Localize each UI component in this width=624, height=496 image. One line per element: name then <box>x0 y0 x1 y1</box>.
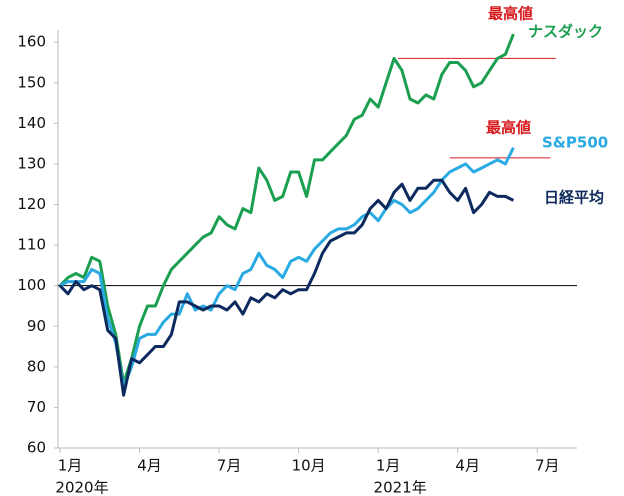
year-label: 2020年 <box>55 479 108 496</box>
series-label: S&P500 <box>542 134 608 152</box>
x-tick-label: 1月 <box>376 457 401 475</box>
y-tick-label: 90 <box>27 317 46 335</box>
series-line <box>59 147 515 389</box>
x-tick-label: 4月 <box>137 457 162 475</box>
y-tick-label: 80 <box>27 357 46 375</box>
series-line <box>58 33 515 385</box>
x-tick-label: 4月 <box>455 457 480 475</box>
series-label: 日経平均 <box>544 189 604 207</box>
y-tick-label: 110 <box>17 236 46 254</box>
year-label: 2021年 <box>374 479 427 496</box>
record-high-label: 最高値 <box>486 119 531 137</box>
y-tick-label: 130 <box>17 154 46 172</box>
y-tick-label: 60 <box>27 439 46 457</box>
y-tick-label: 150 <box>17 73 46 91</box>
series-label: ナスダック <box>528 23 603 41</box>
x-tick-label: 7月 <box>535 457 560 475</box>
y-tick-label: 140 <box>17 114 46 132</box>
y-tick-label: 70 <box>27 398 46 416</box>
x-tick-label: 10月 <box>292 457 326 475</box>
series-line <box>58 178 515 397</box>
y-tick-label: 160 <box>17 33 46 51</box>
y-tick-label: 100 <box>17 276 46 294</box>
x-tick-label: 1月 <box>58 457 83 475</box>
x-tick-label: 7月 <box>217 457 242 475</box>
y-tick-label: 120 <box>17 195 46 213</box>
record-high-label: 最高値 <box>488 5 533 23</box>
